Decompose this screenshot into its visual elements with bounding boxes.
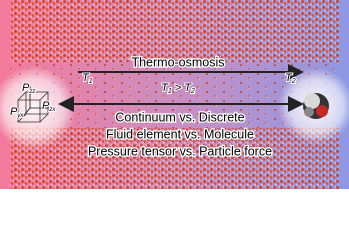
comparison: Fluid element vs. Molecule [106,127,254,141]
comparison: Pressure tensor vs. Particle force [88,144,272,158]
graphic: Thermo-osmosis T1 T2 T1 > T2 Continuum v… [0,0,349,189]
process-label: Thermo-osmosis [131,55,224,69]
lower-wall [10,128,339,189]
tensor-label: Pzz [22,82,35,95]
cube [17,86,54,123]
upper-wall [10,0,339,62]
tensor-label: Pzx [42,100,56,113]
tensor-label: Pyx [10,106,24,119]
comparison: Continuum vs. Discrete [115,110,244,124]
hot-label: T1 [82,72,93,85]
molecule [303,93,329,119]
condition: T1 > T2 [161,82,195,95]
cold-label: T2 [285,72,296,85]
